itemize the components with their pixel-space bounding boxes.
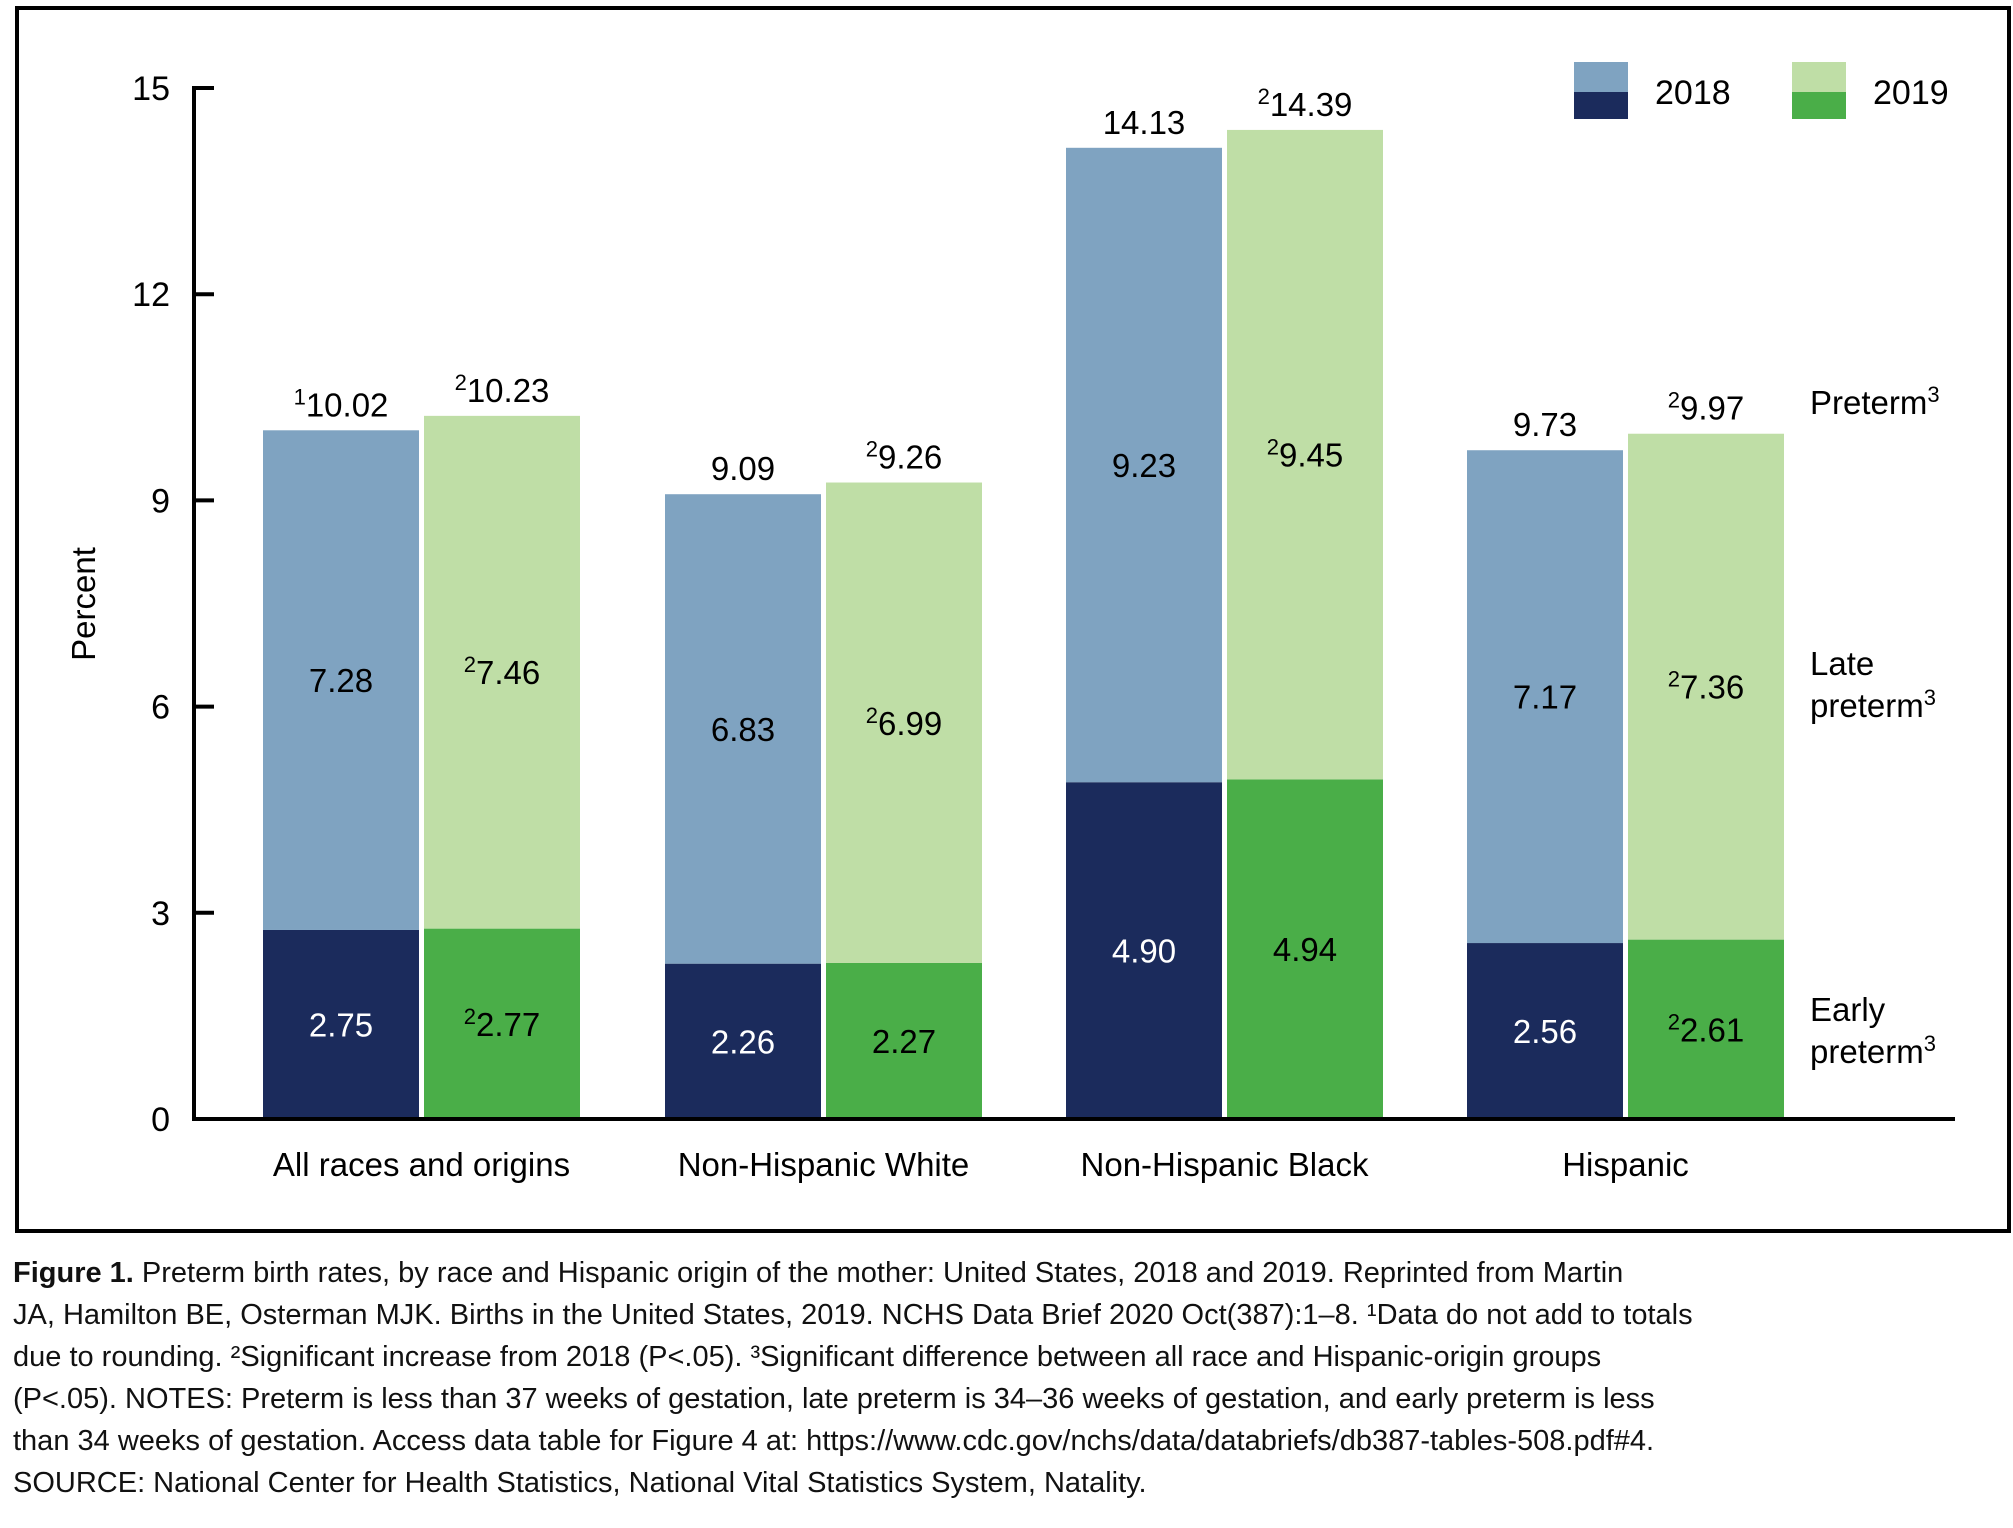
bar-late-2019 [424,415,580,929]
bar-early-2018 [1467,943,1623,1119]
bar-late-2018 [263,430,419,930]
total-data-label: 29.97 [1668,388,1744,427]
y-tick-label: 3 [151,895,170,933]
bar-early-2019 [424,928,580,1119]
early-data-label: 4.94 [1273,931,1337,968]
legend-swatch-late-2018 [1574,62,1628,92]
caption-line-0: Figure 1. Preterm birth rates, by race a… [13,1252,2003,1294]
bar-early-2019 [1227,779,1383,1119]
bar-early-2018 [1066,782,1222,1119]
bar-late-2018 [1467,450,1623,944]
bar-early-2019 [826,962,982,1119]
late-data-label: 7.17 [1513,679,1577,716]
total-data-label: 210.23 [455,370,550,409]
bar-early-2018 [665,963,821,1119]
y-tick-label: 9 [151,482,170,520]
category-label: Hispanic [1562,1146,1689,1183]
total-data-label: 9.73 [1513,406,1577,443]
early-data-label: 22.77 [464,1004,540,1043]
early-data-label: 2.75 [309,1006,373,1043]
y-tick-label: 0 [151,1101,170,1139]
bar-late-2019 [826,482,982,963]
caption-line-3: (P<.05). NOTES: Preterm is less than 37 … [13,1383,1655,1415]
bar-late-2018 [665,494,821,964]
caption-line-4: than 34 weeks of gestation. Access data … [13,1425,1655,1457]
bar-early-2019 [1628,939,1784,1119]
segment-label-early: Early [1810,991,1886,1028]
late-data-label: 7.28 [309,662,373,699]
bar-early-2018 [263,929,419,1119]
late-data-label: 9.23 [1112,447,1176,484]
y-tick-label: 15 [132,70,170,108]
segment-label-late: preterm3 [1810,685,1936,724]
late-data-label: 29.45 [1267,435,1343,474]
figure-label: Figure 1. [13,1257,134,1289]
bar-late-2019 [1628,433,1784,940]
total-data-label: 14.13 [1103,104,1186,141]
category-label: Non-Hispanic White [678,1146,970,1183]
y-tick-label: 12 [132,276,170,314]
early-data-label: 2.26 [711,1023,775,1060]
caption-text: Preterm birth rates, by race and Hispani… [133,1257,1624,1289]
total-data-label: 110.02 [294,384,389,423]
bar-late-2018 [1066,147,1222,783]
caption-line-2: due to rounding. ²Significant increase f… [13,1341,1602,1373]
figure-caption: Figure 1. Preterm birth rates, by race a… [13,1252,2003,1504]
late-data-label: 6.83 [711,711,775,748]
late-data-label: 27.36 [1668,667,1744,706]
late-data-label: 26.99 [866,703,942,742]
legend-swatch-early-2019 [1792,92,1846,119]
legend-swatch-early-2018 [1574,92,1628,119]
segment-label-late: Late [1810,645,1874,682]
early-data-label: 2.56 [1513,1013,1577,1050]
legend-label: 2018 [1655,74,1731,112]
stacked-bar-chart: 2.75 7.28 110.02 22.77 27.46 210.23 All races … [65,62,1955,1183]
segment-label-early: preterm3 [1810,1031,1936,1070]
y-axis-label: Percent [65,547,102,661]
bar-late-2019 [1227,129,1383,780]
caption-line-1: JA, Hamilton BE, Osterman MJK. Births in… [13,1299,1693,1331]
total-data-label: 214.39 [1258,84,1353,123]
early-data-label: 2.27 [872,1023,936,1060]
total-data-label: 29.26 [866,437,942,476]
early-data-label: 22.61 [1668,1009,1744,1048]
early-data-label: 4.90 [1112,933,1176,970]
legend-swatch-late-2019 [1792,62,1846,92]
category-label: Non-Hispanic Black [1081,1146,1369,1183]
segment-label-preterm: Preterm3 [1810,382,1940,421]
total-data-label: 9.09 [711,450,775,487]
legend-label: 2019 [1873,74,1949,112]
late-data-label: 27.46 [464,652,540,691]
y-tick-label: 6 [151,689,170,727]
category-label: All races and origins [273,1146,570,1183]
caption-line-5: SOURCE: National Center for Health Stati… [13,1467,1147,1499]
